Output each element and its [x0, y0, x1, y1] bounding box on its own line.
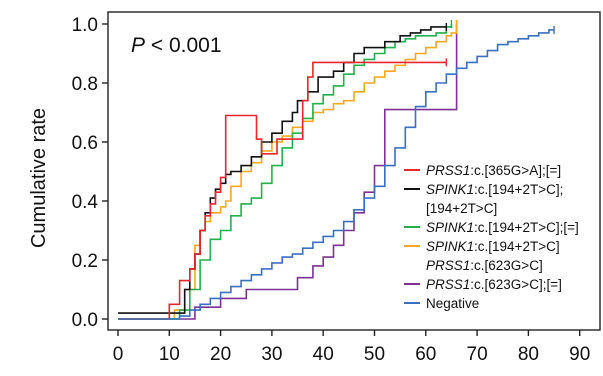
y-tick-label: 0.8 [72, 74, 98, 95]
legend-label-part: :c.[623G>C] [470, 258, 542, 273]
x-tick-label: 20 [210, 344, 231, 365]
legend-label-part: :c.[194+2T>C] [474, 239, 560, 254]
series-line [118, 24, 458, 320]
legend-label-part: :c.[194+2T>C]; [474, 182, 563, 197]
y-tick-label: 0.6 [72, 133, 98, 154]
legend-label: SPINK1:c.[194+2T>C] [426, 239, 560, 254]
x-tick-label: 10 [159, 344, 180, 365]
x-tick-label: 70 [467, 344, 488, 365]
legend: PRSS1:c.[365G>A];[=]SPINK1:c.[194+2T>C];… [404, 163, 579, 311]
legend-label-part: Negative [426, 296, 479, 311]
legend-label-part: [194+2T>C] [426, 201, 497, 216]
plot-frame [107, 11, 601, 331]
legend-label: SPINK1:c.[194+2T>C]; [426, 182, 563, 197]
legend-label-part: SPINK1 [426, 220, 474, 235]
x-tick-label: 60 [415, 344, 436, 365]
legend-label: Negative [426, 296, 479, 311]
y-tick-label: 1.0 [72, 15, 98, 36]
series-layer [118, 20, 555, 320]
y-tick-label: 0.2 [72, 251, 98, 272]
legend-label: SPINK1:c.[194+2T>C];[=] [426, 220, 579, 235]
legend-label-part: PRSS1 [426, 258, 470, 273]
legend-label-part: SPINK1 [426, 182, 474, 197]
p-value-annotation: P < 0.001 [131, 34, 222, 57]
series-line [118, 29, 554, 320]
x-tick-label: 90 [569, 344, 590, 365]
series-line [118, 24, 453, 320]
series-line [118, 61, 447, 320]
legend-label-part: PRSS1 [426, 277, 470, 292]
x-tick-label: 40 [313, 344, 334, 365]
x-tick-label: 0 [113, 344, 124, 365]
legend-label-part: :c.[194+2T>C];[=] [474, 220, 579, 235]
axes: 0.0 0.2 0.4 0.6 0.8 1.0 0 10 20 30 40 50 60 70 80 90 [72, 11, 601, 365]
y-tick-label: 0.0 [72, 310, 98, 331]
series-line [118, 24, 458, 320]
x-tick-label: 80 [518, 344, 539, 365]
legend-label: PRSS1:c.[623G>C];[=] [426, 277, 562, 292]
x-tick-label: 50 [364, 344, 385, 365]
series-line [118, 26, 447, 314]
y-tick-label: 0.4 [72, 192, 99, 213]
legend-label-part: :c.[365G>A];[=] [470, 163, 561, 178]
legend-label: PRSS1:c.[365G>A];[=] [426, 163, 561, 178]
legend-label: PRSS1:c.[623G>C] [426, 258, 543, 273]
legend-label-part: PRSS1 [426, 163, 470, 178]
legend-label-part: SPINK1 [426, 239, 474, 254]
y-axis-label: Cumulative rate [28, 108, 50, 248]
legend-label-part: :c.[623G>C];[=] [470, 277, 562, 292]
legend-label: [194+2T>C] [426, 201, 497, 216]
x-tick-label: 30 [261, 344, 282, 365]
